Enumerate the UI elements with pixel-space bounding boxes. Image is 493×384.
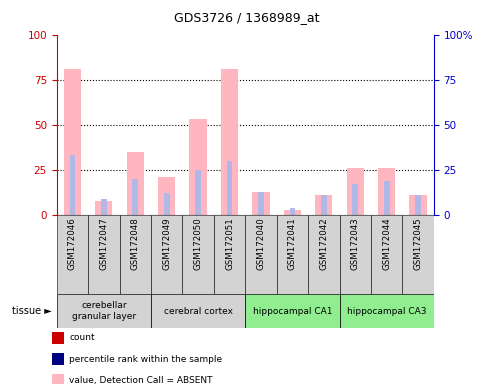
Bar — [402, 215, 434, 294]
Bar — [410, 195, 427, 215]
Bar — [151, 215, 182, 294]
Text: cerebral cortex: cerebral cortex — [164, 306, 233, 316]
Text: GSM172050: GSM172050 — [194, 217, 203, 270]
Bar — [245, 294, 340, 328]
Bar — [119, 215, 151, 294]
Bar — [384, 181, 389, 215]
Bar — [88, 215, 119, 294]
Text: tissue ►: tissue ► — [12, 306, 52, 316]
Text: GSM172051: GSM172051 — [225, 217, 234, 270]
Bar — [315, 195, 332, 215]
Text: cerebellar
granular layer: cerebellar granular layer — [72, 301, 136, 321]
Text: GSM172042: GSM172042 — [319, 217, 328, 270]
Bar — [189, 119, 207, 215]
Bar — [340, 215, 371, 294]
Text: GSM172048: GSM172048 — [131, 217, 140, 270]
Bar — [214, 215, 246, 294]
Text: GSM172044: GSM172044 — [382, 217, 391, 270]
Bar — [308, 215, 340, 294]
Bar — [158, 177, 176, 215]
Text: GSM172047: GSM172047 — [99, 217, 108, 270]
Bar — [321, 195, 327, 215]
Bar — [378, 168, 395, 215]
Bar — [57, 294, 151, 328]
Bar — [245, 215, 277, 294]
Text: GSM172040: GSM172040 — [256, 217, 266, 270]
Text: GSM172041: GSM172041 — [288, 217, 297, 270]
Text: value, Detection Call = ABSENT: value, Detection Call = ABSENT — [69, 376, 212, 384]
Bar — [352, 184, 358, 215]
Bar — [252, 192, 270, 215]
Text: percentile rank within the sample: percentile rank within the sample — [69, 354, 222, 364]
Text: hippocampal CA3: hippocampal CA3 — [347, 306, 426, 316]
Bar — [347, 168, 364, 215]
Bar — [70, 156, 75, 215]
Bar — [127, 152, 144, 215]
Bar — [371, 215, 402, 294]
Text: GSM172049: GSM172049 — [162, 217, 171, 270]
Text: count: count — [69, 333, 95, 343]
Bar — [284, 210, 301, 215]
Bar — [340, 294, 434, 328]
Text: hippocampal CA1: hippocampal CA1 — [252, 306, 332, 316]
Bar — [277, 215, 308, 294]
Text: GSM172046: GSM172046 — [68, 217, 77, 270]
Bar — [64, 69, 81, 215]
Bar — [182, 215, 214, 294]
Bar — [95, 200, 112, 215]
Bar — [221, 69, 238, 215]
Bar — [57, 215, 88, 294]
Text: GSM172043: GSM172043 — [351, 217, 360, 270]
Text: GSM172045: GSM172045 — [414, 217, 423, 270]
Bar — [195, 170, 201, 215]
Bar — [151, 294, 245, 328]
Bar — [415, 195, 421, 215]
Bar — [258, 192, 264, 215]
Bar — [133, 179, 138, 215]
Bar — [164, 194, 170, 215]
Bar — [289, 208, 295, 215]
Bar — [101, 199, 106, 215]
Text: GDS3726 / 1368989_at: GDS3726 / 1368989_at — [174, 11, 319, 24]
Bar — [227, 161, 232, 215]
